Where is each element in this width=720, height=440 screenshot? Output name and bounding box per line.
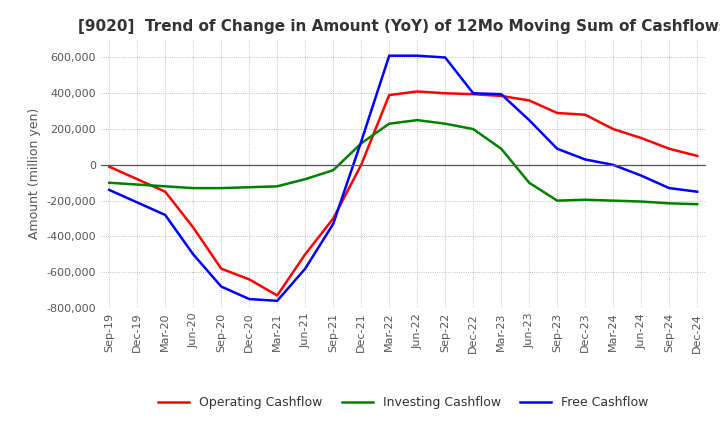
Free Cashflow xyxy=(105,187,114,193)
Operating Cashflow xyxy=(525,98,534,103)
Free Cashflow xyxy=(609,162,618,168)
Operating Cashflow xyxy=(273,293,282,298)
Free Cashflow xyxy=(161,213,169,218)
Free Cashflow xyxy=(637,173,646,178)
Investing Cashflow xyxy=(581,197,590,202)
Free Cashflow xyxy=(693,189,701,194)
Y-axis label: Amount (million yen): Amount (million yen) xyxy=(28,108,41,239)
Investing Cashflow xyxy=(609,198,618,203)
Operating Cashflow xyxy=(609,126,618,132)
Operating Cashflow xyxy=(161,189,169,194)
Investing Cashflow xyxy=(273,183,282,189)
Free Cashflow xyxy=(553,146,562,151)
Free Cashflow xyxy=(497,92,505,97)
Legend: Operating Cashflow, Investing Cashflow, Free Cashflow: Operating Cashflow, Investing Cashflow, … xyxy=(153,392,653,414)
Operating Cashflow xyxy=(189,225,197,230)
Investing Cashflow xyxy=(245,185,253,190)
Free Cashflow xyxy=(525,117,534,123)
Operating Cashflow xyxy=(497,93,505,99)
Operating Cashflow xyxy=(413,89,421,94)
Investing Cashflow xyxy=(553,198,562,203)
Investing Cashflow xyxy=(329,168,338,173)
Free Cashflow xyxy=(273,298,282,304)
Free Cashflow xyxy=(217,284,225,289)
Line: Investing Cashflow: Investing Cashflow xyxy=(109,120,697,204)
Operating Cashflow xyxy=(693,153,701,158)
Investing Cashflow xyxy=(217,186,225,191)
Free Cashflow xyxy=(245,297,253,302)
Operating Cashflow xyxy=(637,136,646,141)
Title: [9020]  Trend of Change in Amount (YoY) of 12Mo Moving Sum of Cashflows: [9020] Trend of Change in Amount (YoY) o… xyxy=(78,19,720,34)
Investing Cashflow xyxy=(301,176,310,182)
Line: Free Cashflow: Free Cashflow xyxy=(109,56,697,301)
Investing Cashflow xyxy=(525,180,534,185)
Free Cashflow xyxy=(413,53,421,59)
Investing Cashflow xyxy=(413,117,421,123)
Operating Cashflow xyxy=(665,146,673,151)
Operating Cashflow xyxy=(553,110,562,116)
Investing Cashflow xyxy=(385,121,394,126)
Operating Cashflow xyxy=(581,112,590,117)
Investing Cashflow xyxy=(665,201,673,206)
Investing Cashflow xyxy=(189,186,197,191)
Operating Cashflow xyxy=(357,162,366,168)
Investing Cashflow xyxy=(133,182,142,187)
Free Cashflow xyxy=(385,53,394,59)
Free Cashflow xyxy=(581,157,590,162)
Investing Cashflow xyxy=(693,202,701,207)
Free Cashflow xyxy=(301,266,310,271)
Operating Cashflow xyxy=(245,277,253,282)
Operating Cashflow xyxy=(301,252,310,257)
Operating Cashflow xyxy=(441,91,449,96)
Operating Cashflow xyxy=(105,164,114,169)
Operating Cashflow xyxy=(469,92,477,97)
Operating Cashflow xyxy=(133,176,142,182)
Investing Cashflow xyxy=(497,146,505,151)
Free Cashflow xyxy=(441,55,449,60)
Free Cashflow xyxy=(189,252,197,257)
Free Cashflow xyxy=(665,186,673,191)
Investing Cashflow xyxy=(105,180,114,185)
Free Cashflow xyxy=(357,139,366,144)
Free Cashflow xyxy=(469,91,477,96)
Operating Cashflow xyxy=(217,266,225,271)
Operating Cashflow xyxy=(329,216,338,221)
Investing Cashflow xyxy=(161,183,169,189)
Investing Cashflow xyxy=(469,126,477,132)
Line: Operating Cashflow: Operating Cashflow xyxy=(109,92,697,296)
Operating Cashflow xyxy=(385,92,394,98)
Investing Cashflow xyxy=(357,141,366,146)
Investing Cashflow xyxy=(441,121,449,126)
Free Cashflow xyxy=(133,200,142,205)
Free Cashflow xyxy=(329,221,338,227)
Investing Cashflow xyxy=(637,199,646,204)
